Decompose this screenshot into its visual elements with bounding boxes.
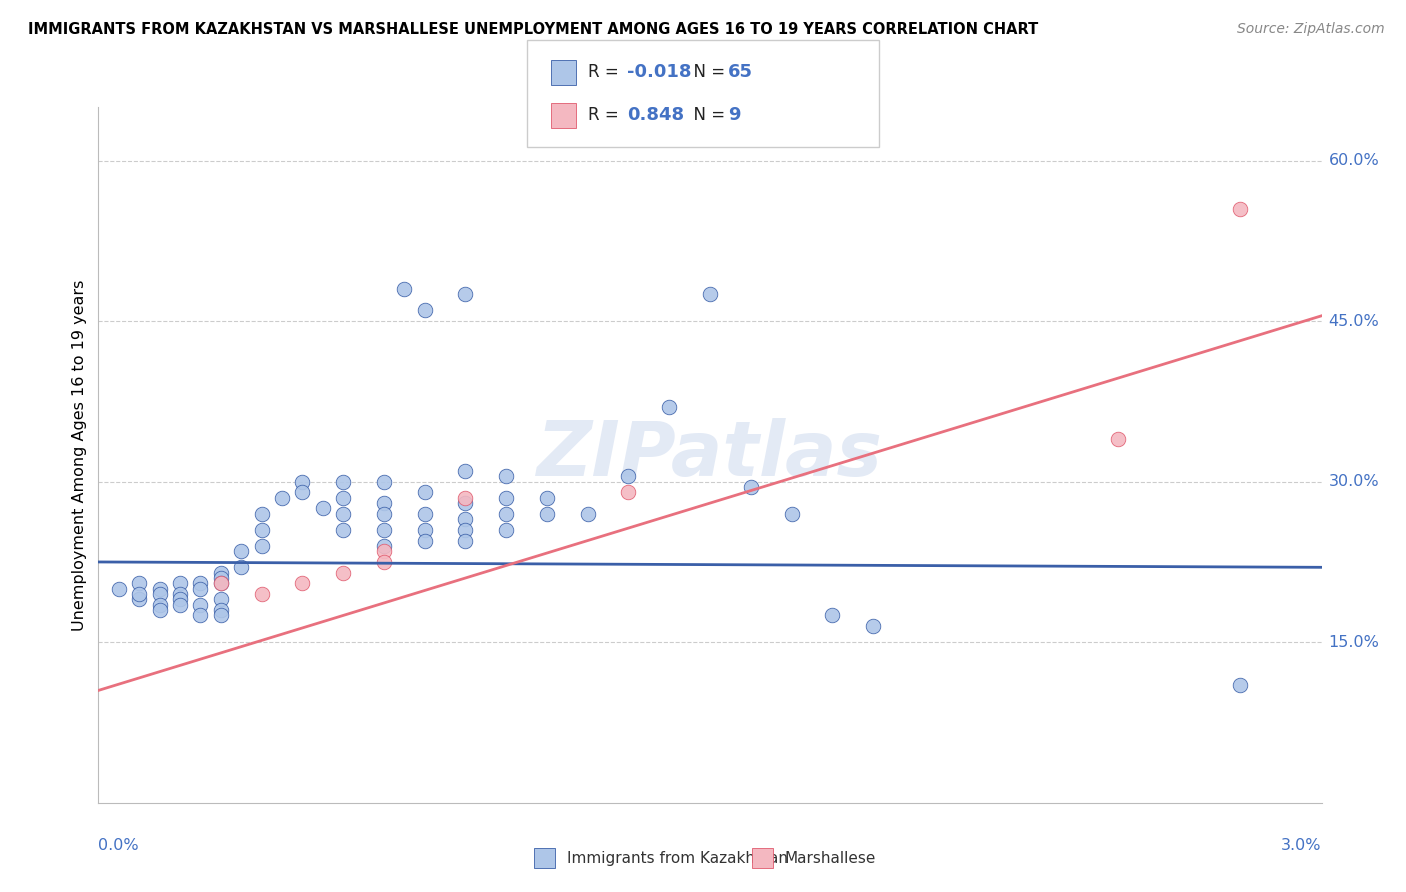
Point: [454, 533, 477, 548]
Point: [576, 507, 599, 521]
Point: [332, 491, 354, 505]
Point: [454, 496, 477, 510]
Point: [373, 496, 395, 510]
Point: [373, 507, 395, 521]
Point: [1229, 678, 1251, 692]
Point: [617, 469, 640, 483]
Point: [149, 603, 172, 617]
Point: [413, 507, 436, 521]
Text: R =: R =: [588, 63, 624, 81]
Point: [250, 523, 273, 537]
Text: -0.018: -0.018: [627, 63, 692, 81]
Point: [169, 576, 191, 591]
Text: 0.848: 0.848: [627, 106, 685, 124]
Point: [250, 539, 273, 553]
Point: [332, 566, 354, 580]
Point: [413, 533, 436, 548]
Point: [188, 598, 212, 612]
Point: [862, 619, 884, 633]
Point: [149, 582, 172, 596]
Text: 65: 65: [728, 63, 754, 81]
Point: [291, 475, 314, 489]
Point: [128, 576, 150, 591]
Text: 3.0%: 3.0%: [1281, 838, 1322, 854]
Text: IMMIGRANTS FROM KAZAKHSTAN VS MARSHALLESE UNEMPLOYMENT AMONG AGES 16 TO 19 YEARS: IMMIGRANTS FROM KAZAKHSTAN VS MARSHALLES…: [28, 22, 1039, 37]
Point: [392, 282, 416, 296]
Point: [536, 507, 558, 521]
Text: 60.0%: 60.0%: [1329, 153, 1379, 168]
Text: Source: ZipAtlas.com: Source: ZipAtlas.com: [1237, 22, 1385, 37]
Point: [454, 464, 477, 478]
Point: [413, 485, 436, 500]
Point: [495, 469, 517, 483]
Text: Marshallese: Marshallese: [785, 851, 876, 865]
Point: [780, 507, 803, 521]
Point: [209, 608, 232, 623]
Point: [1229, 202, 1251, 216]
Point: [658, 400, 681, 414]
Point: [495, 523, 517, 537]
Point: [250, 507, 273, 521]
Point: [231, 544, 253, 558]
Point: [536, 491, 558, 505]
Point: [495, 491, 517, 505]
Point: [332, 507, 354, 521]
Point: [454, 523, 477, 537]
Point: [454, 512, 477, 526]
Point: [332, 475, 354, 489]
Point: [209, 603, 232, 617]
Point: [617, 485, 640, 500]
Point: [209, 571, 232, 585]
Point: [495, 507, 517, 521]
Point: [291, 576, 314, 591]
Point: [373, 544, 395, 558]
Text: 15.0%: 15.0%: [1329, 635, 1379, 649]
Point: [250, 587, 273, 601]
Point: [413, 303, 436, 318]
Point: [699, 287, 721, 301]
Point: [209, 592, 232, 607]
Point: [209, 576, 232, 591]
Text: Immigrants from Kazakhstan: Immigrants from Kazakhstan: [567, 851, 787, 865]
Point: [311, 501, 335, 516]
Point: [128, 587, 150, 601]
Point: [209, 566, 232, 580]
Point: [169, 587, 191, 601]
Point: [1107, 432, 1129, 446]
Point: [169, 598, 191, 612]
Point: [291, 485, 314, 500]
Point: [413, 523, 436, 537]
Point: [149, 598, 172, 612]
Point: [454, 491, 477, 505]
Point: [128, 592, 150, 607]
Point: [373, 555, 395, 569]
Point: [188, 576, 212, 591]
Text: 30.0%: 30.0%: [1329, 475, 1379, 489]
Point: [188, 608, 212, 623]
Y-axis label: Unemployment Among Ages 16 to 19 years: Unemployment Among Ages 16 to 19 years: [72, 279, 87, 631]
Text: 0.0%: 0.0%: [98, 838, 139, 854]
Text: N =: N =: [683, 106, 731, 124]
Point: [188, 582, 212, 596]
Text: R =: R =: [588, 106, 624, 124]
Point: [169, 592, 191, 607]
Point: [231, 560, 253, 574]
Point: [373, 475, 395, 489]
Text: 9: 9: [728, 106, 741, 124]
Point: [108, 582, 131, 596]
Text: 45.0%: 45.0%: [1329, 314, 1379, 328]
Point: [454, 287, 477, 301]
Point: [373, 539, 395, 553]
Point: [821, 608, 844, 623]
Point: [373, 523, 395, 537]
Point: [332, 523, 354, 537]
Point: [270, 491, 292, 505]
Text: N =: N =: [683, 63, 731, 81]
Point: [149, 587, 172, 601]
Point: [209, 576, 232, 591]
Text: ZIPatlas: ZIPatlas: [537, 418, 883, 491]
Point: [740, 480, 762, 494]
